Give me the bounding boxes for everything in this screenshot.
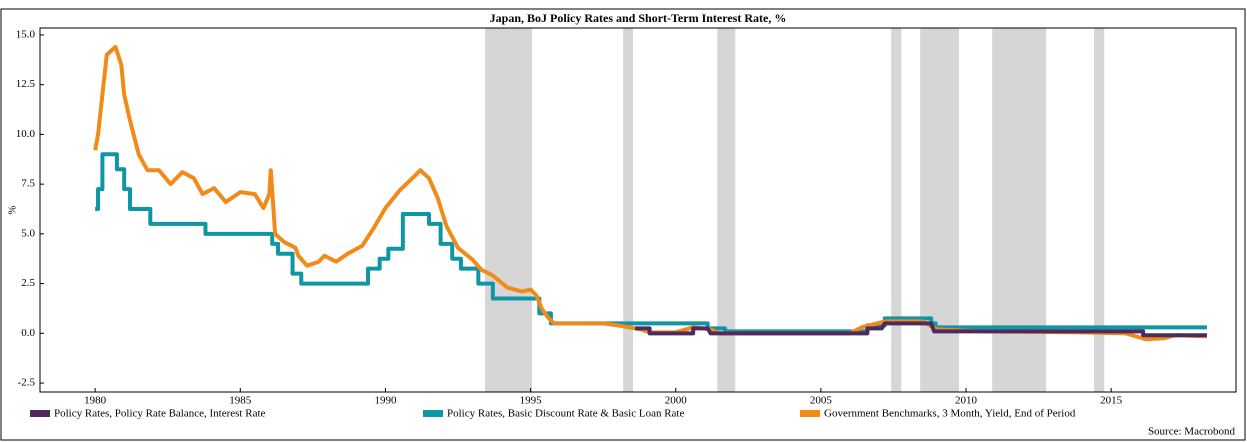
x-tick-label: 2005 — [810, 395, 833, 407]
y-tick-label: -2.5 — [18, 377, 36, 389]
y-tick-label: 15.0 — [16, 28, 36, 40]
legend: Policy Rates, Policy Rate Balance, Inter… — [30, 408, 1076, 420]
x-tick-label: 2000 — [665, 395, 688, 407]
shaded-period — [623, 28, 634, 392]
x-tick-label: 1990 — [374, 395, 397, 407]
shaded-period — [992, 28, 1047, 392]
series-line — [635, 321, 1207, 338]
legend-swatch — [423, 410, 443, 417]
y-tick-label: 0.0 — [21, 327, 35, 339]
shaded-period — [717, 28, 736, 392]
y-tick-label: 10.0 — [16, 128, 36, 140]
x-tick-label: 1995 — [520, 395, 543, 407]
series-line — [95, 152, 1207, 334]
y-tick-label: 2.5 — [21, 277, 35, 289]
x-tick-label: 2010 — [955, 395, 978, 407]
shaded-period — [891, 28, 902, 392]
chart-border — [0, 8, 1246, 441]
legend-label: Policy Rates, Basic Discount Rate & Basi… — [447, 408, 684, 420]
y-tick-label: 12.5 — [16, 78, 36, 90]
y-axis-label: % — [7, 205, 19, 214]
shaded-period — [1094, 28, 1105, 392]
x-tick-label: 1985 — [229, 395, 252, 407]
legend-label: Government Benchmarks, 3 Month, Yield, E… — [824, 408, 1076, 420]
legend-swatch — [30, 410, 50, 417]
chart-title: Japan, BoJ Policy Rates and Short-Term I… — [490, 11, 787, 25]
shaded-period — [485, 28, 533, 392]
y-tick-label: 5.0 — [21, 227, 35, 239]
y-tick-label: 7.5 — [21, 178, 35, 190]
legend-label: Policy Rates, Policy Rate Balance, Inter… — [54, 408, 266, 420]
legend-swatch — [800, 410, 820, 417]
source: Source: Macrobond — [1148, 426, 1236, 438]
shaded-period — [920, 28, 960, 392]
plot-frame — [39, 27, 1237, 393]
x-tick-label: 2015 — [1100, 395, 1123, 407]
x-tick-label: 1980 — [84, 395, 107, 407]
plot-area: -2.5 0.0 2.5 5.0 7.5 10.0 12.5 15.0 1980 1985 1990… — [16, 27, 1237, 407]
